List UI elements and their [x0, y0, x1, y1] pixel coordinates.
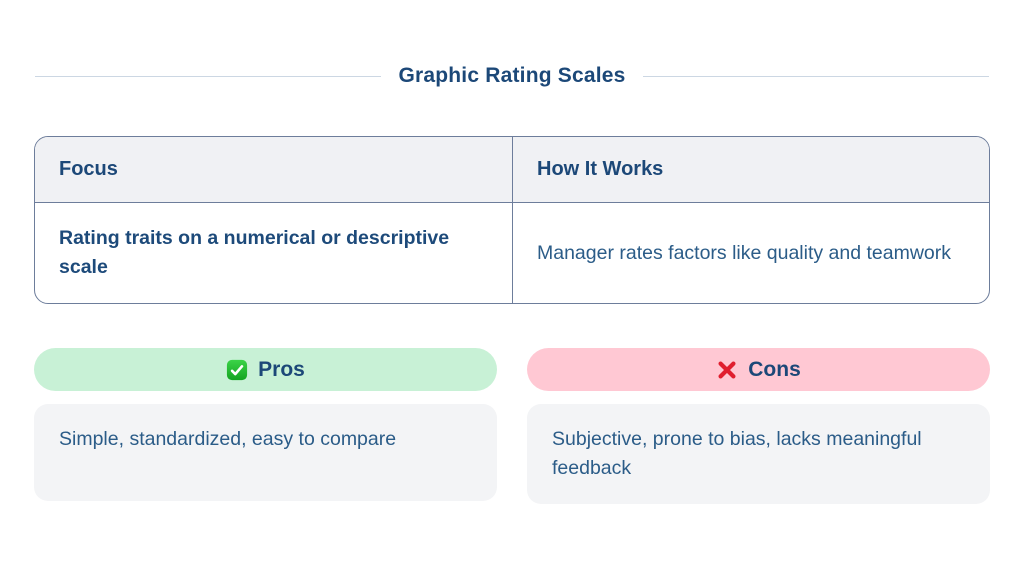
pros-cons-section: Pros Simple, standardized, easy to compa… — [34, 348, 990, 504]
cons-badge: Cons — [527, 348, 990, 391]
pros-note: Simple, standardized, easy to compare — [34, 404, 497, 501]
cons-label: Cons — [748, 357, 801, 381]
cross-mark-icon — [716, 359, 738, 381]
pros-label: Pros — [258, 357, 305, 381]
check-mark-icon — [226, 359, 248, 381]
table-cell-how-it-works-value: Manager rates factors like quality and t… — [512, 203, 989, 303]
pros-column: Pros Simple, standardized, easy to compa… — [34, 348, 497, 504]
table-header-how-it-works: How It Works — [512, 137, 989, 203]
title-rule-left — [35, 75, 382, 77]
table-cell-focus-value: Rating traits on a numerical or descript… — [59, 227, 450, 278]
cons-column: Cons Subjective, prone to bias, lacks me… — [527, 348, 990, 504]
info-table: Focus How It Works Rating traits on a nu… — [34, 136, 990, 304]
page-title: Graphic Rating Scales — [398, 64, 626, 87]
title-rule-right — [642, 75, 989, 77]
pros-badge: Pros — [34, 348, 497, 391]
cons-note: Subjective, prone to bias, lacks meaning… — [527, 404, 990, 504]
title-row: Graphic Rating Scales — [35, 64, 989, 88]
table-header-focus: Focus — [35, 137, 512, 203]
